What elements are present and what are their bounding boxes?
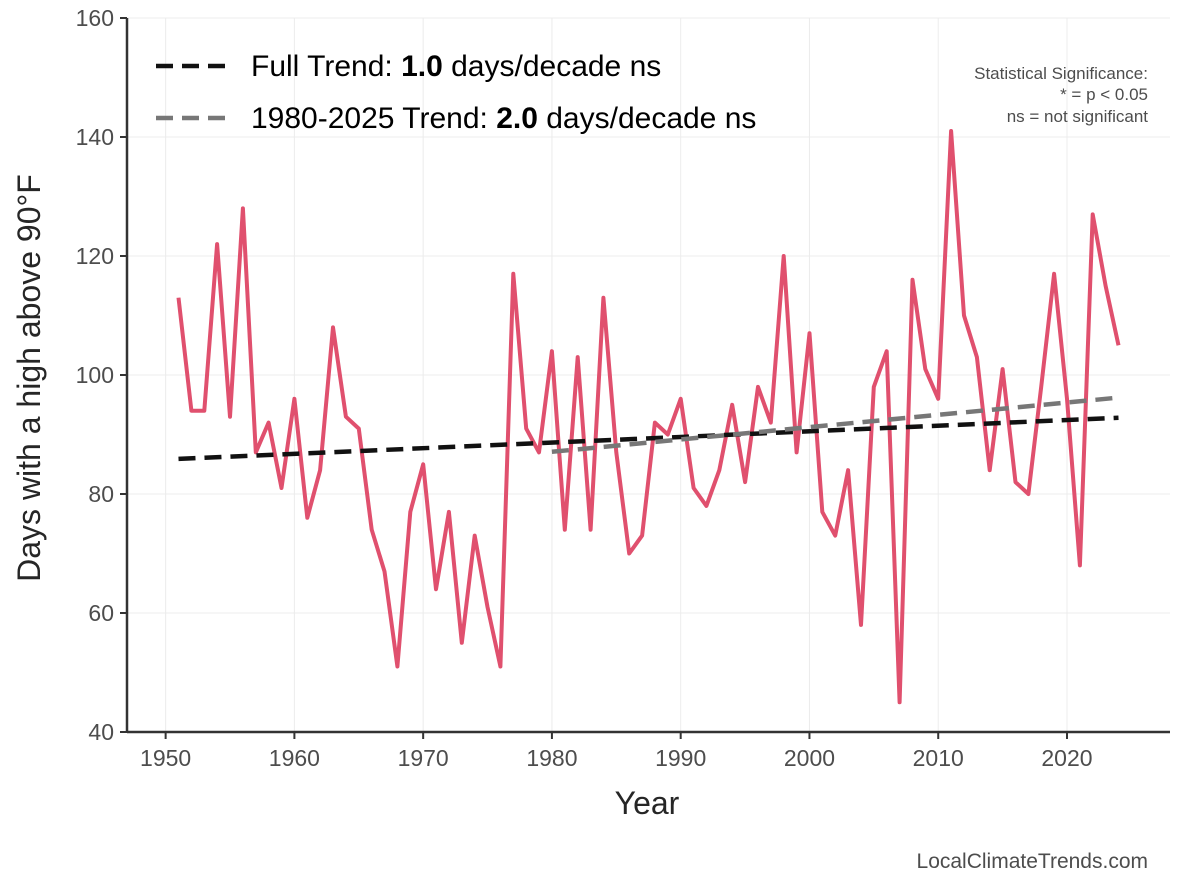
significance-note-line: * = p < 0.05 [1060,85,1148,104]
x-tick-label: 1960 [269,745,320,771]
legend-value: 1.0 [401,50,443,83]
data-line-series [176,129,1121,705]
significance-note-line: ns = not significant [1007,107,1149,126]
y-tick-label: 160 [76,5,114,31]
y-tick-label: 40 [88,719,114,745]
tick-labels: 40 60 80 100 120 140 160 1950 1960 1970 1980 1990 20… [76,5,1093,771]
plot-area [176,129,1121,705]
significance-note: Statistical Significance: * = p < 0.05 n… [974,64,1148,126]
axes [120,17,1170,739]
x-tick-label: 2020 [1041,745,1092,771]
y-tick-label: 60 [88,600,114,626]
x-tick-label: 1970 [398,745,449,771]
y-axis-title: Days with a high above 90°F [11,174,47,582]
x-tick-label: 2000 [784,745,835,771]
y-tick-label: 80 [88,481,114,507]
x-tick-label: 1950 [140,745,191,771]
x-tick-label: 1980 [526,745,577,771]
legend-entry-label: 1980-2025 Trend: 2.0 days/decade ns [251,102,756,135]
legend-value: 2.0 [496,102,538,135]
legend-prefix: Full Trend: [251,50,401,83]
trend-line-1980-2025 [551,395,1119,455]
legend-suffix: days/decade ns [443,50,661,83]
y-tick-label: 140 [76,124,114,150]
trend-line-full [178,415,1119,462]
legend-entry-label: Full Trend: 1.0 days/decade ns [251,50,661,83]
x-tick-label: 1990 [655,745,706,771]
legend-suffix: days/decade ns [538,102,756,135]
legend: Full Trend: 1.0 days/decade ns1980-2025 … [156,50,756,135]
significance-note-line: Statistical Significance: [974,64,1148,83]
x-axis-title: Year [615,785,680,821]
x-tick-label: 2010 [913,745,964,771]
legend-prefix: 1980-2025 Trend: [251,102,496,135]
y-tick-label: 120 [76,243,114,269]
y-tick-label: 100 [76,362,114,388]
credit-text: LocalClimateTrends.com [917,850,1148,873]
